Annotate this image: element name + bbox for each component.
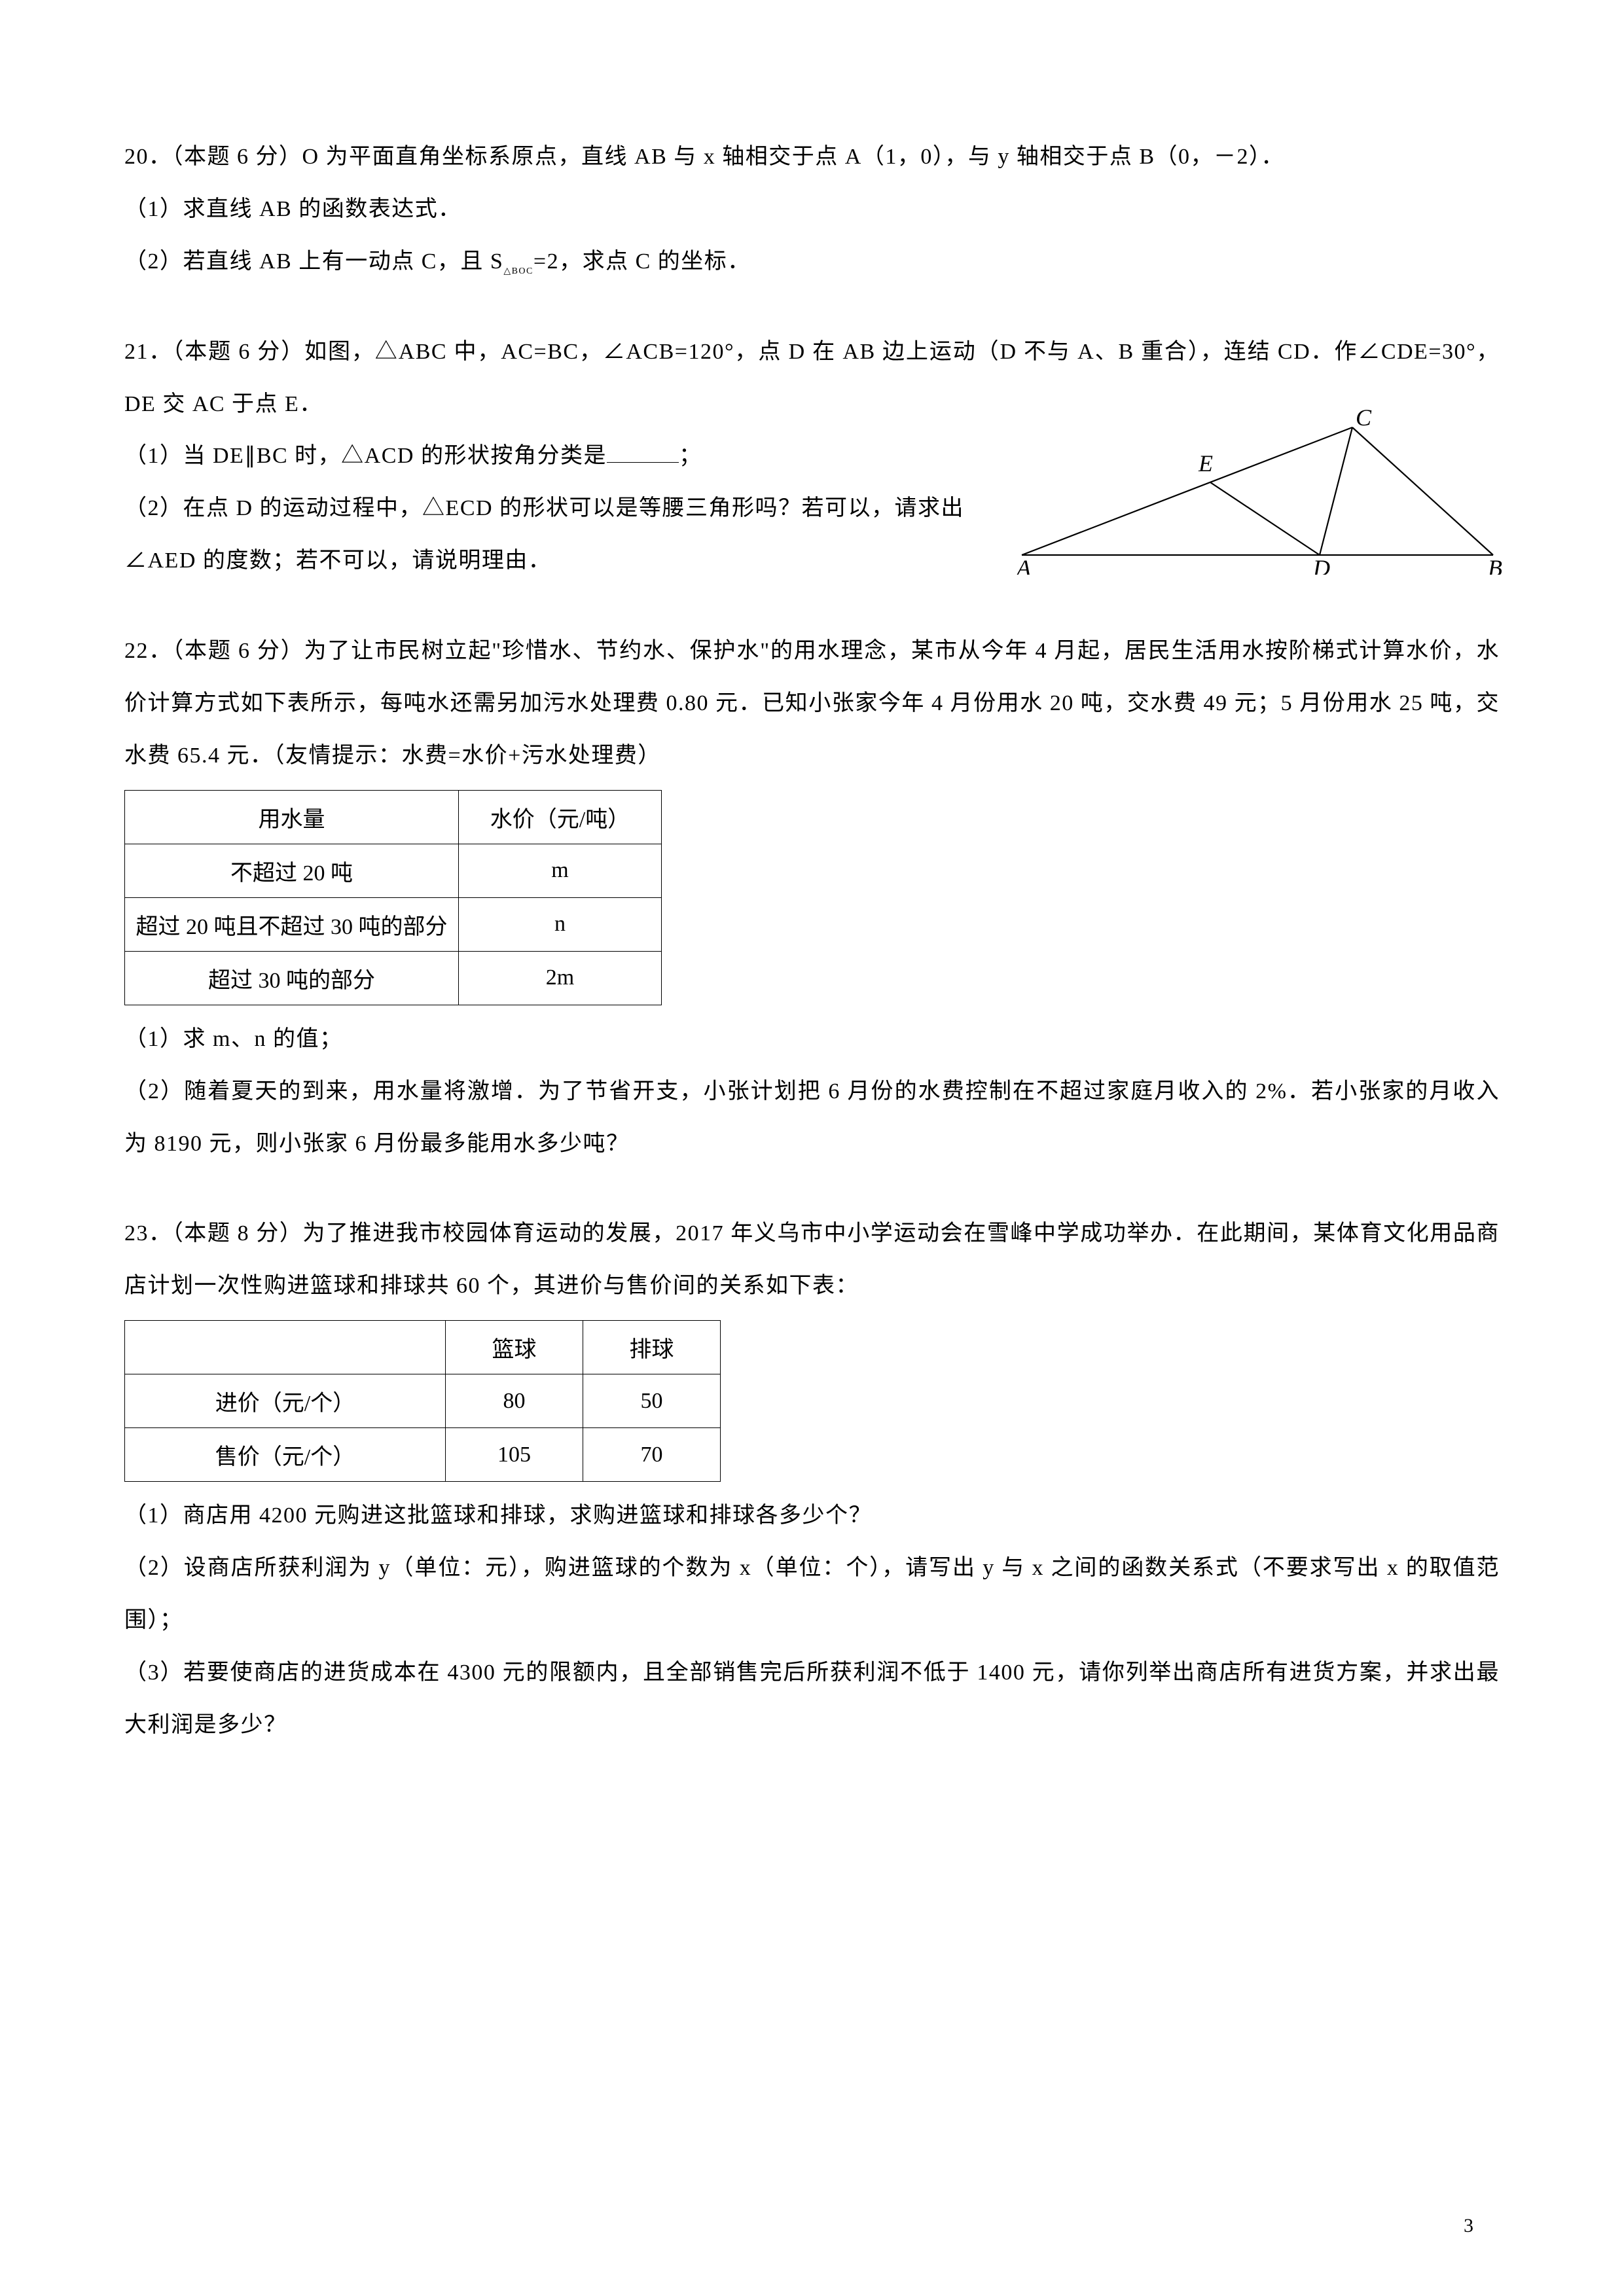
q23-r0-c0: 进价（元/个）	[125, 1374, 446, 1428]
q20-part2: （2）若直线 AB 上有一动点 C，且 S△BOC=2，求点 C 的坐标．	[124, 236, 1500, 288]
fill-blank	[607, 448, 679, 463]
label-A: A	[1015, 555, 1032, 575]
q22-table: 用水量 水价（元/吨） 不超过 20 吨 m 超过 20 吨且不超过 30 吨的…	[124, 790, 662, 1005]
q22-part2: （2）随着夏天的到来，用水量将激增．为了节省开支，小张计划把 6 月份的水费控制…	[124, 1066, 1500, 1170]
table-row: 篮球 排球	[125, 1321, 721, 1374]
q23-head: 23．（本题 8 分）为了推进我市校园体育运动的发展，2017 年义乌市中小学运…	[124, 1208, 1500, 1312]
q23-th-2: 排球	[583, 1321, 721, 1374]
label-E: E	[1198, 450, 1213, 476]
q21-p1-b: ；	[679, 444, 702, 468]
q23-r1-c2: 70	[583, 1428, 721, 1482]
q23-th-1: 篮球	[446, 1321, 583, 1374]
table-row: 不超过 20 吨 m	[125, 844, 662, 897]
q23-part3: （3）若要使商店的进货成本在 4300 元的限额内，且全部销售完后所获利润不低于…	[124, 1647, 1500, 1751]
q21-figure: A B C D E	[1009, 404, 1506, 578]
q22-r2-c0: 超过 30 吨的部分	[125, 951, 459, 1005]
q22-th-0: 用水量	[125, 790, 459, 844]
q23-r1-c1: 105	[446, 1428, 583, 1482]
q22-r1-c1: n	[459, 897, 662, 951]
q21-part2: （2）在点 D 的运动过程中，△ECD 的形状可以是等腰三角形吗？若可以，请求出…	[124, 482, 975, 587]
q22-th-1: 水价（元/吨）	[459, 790, 662, 844]
q23-r0-c2: 50	[583, 1374, 721, 1428]
q23-th-0	[125, 1321, 446, 1374]
label-C: C	[1356, 404, 1372, 431]
table-row: 用水量 水价（元/吨）	[125, 790, 662, 844]
q22-r1-c0: 超过 20 吨且不超过 30 吨的部分	[125, 897, 459, 951]
q20-head: 20．（本题 6 分）O 为平面直角坐标系原点，直线 AB 与 x 轴相交于点 …	[124, 131, 1500, 183]
q22-r0-c1: m	[459, 844, 662, 897]
question-20: 20．（本题 6 分）O 为平面直角坐标系原点，直线 AB 与 x 轴相交于点 …	[124, 131, 1500, 288]
table-row: 售价（元/个） 105 70	[125, 1428, 721, 1482]
q22-head: 22．（本题 6 分）为了让市民树立起"珍惜水、节约水、保护水"的用水理念，某市…	[124, 625, 1500, 782]
q23-table: 篮球 排球 进价（元/个） 80 50 售价（元/个） 105 70	[124, 1320, 721, 1482]
triangle-diagram-icon: A B C D E	[1009, 404, 1506, 575]
label-B: B	[1488, 555, 1502, 575]
q22-r2-c1: 2m	[459, 951, 662, 1005]
q20-part1: （1）求直线 AB 的函数表达式．	[124, 183, 1500, 236]
q22-part1: （1）求 m、n 的值；	[124, 1013, 1500, 1066]
q21-part1: （1）当 DE∥BC 时，△ACD 的形状按角分类是 ；	[124, 430, 975, 482]
q22-r0-c0: 不超过 20 吨	[125, 844, 459, 897]
q23-r0-c1: 80	[446, 1374, 583, 1428]
label-D: D	[1312, 555, 1330, 575]
q20-p2-b: =2，求点 C 的坐标．	[533, 249, 751, 274]
question-21: 21．（本题 6 分）如图，△ABC 中，AC=BC，∠ACB=120°，点 D…	[124, 326, 1500, 587]
q21-p1-a: （1）当 DE∥BC 时，△ACD 的形状按角分类是	[124, 444, 607, 468]
page-number: 3	[1464, 2215, 1473, 2237]
table-row: 超过 30 吨的部分 2m	[125, 951, 662, 1005]
table-row: 进价（元/个） 80 50	[125, 1374, 721, 1428]
q20-p2-a: （2）若直线 AB 上有一动点 C，且 S	[124, 249, 503, 274]
q23-r1-c0: 售价（元/个）	[125, 1428, 446, 1482]
q23-part2: （2）设商店所获利润为 y（单位：元），购进篮球的个数为 x（单位：个），请写出…	[124, 1542, 1500, 1647]
q23-part1: （1）商店用 4200 元购进这批篮球和排球，求购进篮球和排球各多少个？	[124, 1490, 1500, 1542]
question-23: 23．（本题 8 分）为了推进我市校园体育运动的发展，2017 年义乌市中小学运…	[124, 1208, 1500, 1751]
q20-p2-sub: △BOC	[503, 266, 533, 276]
table-row: 超过 20 吨且不超过 30 吨的部分 n	[125, 897, 662, 951]
q21-text-block: （1）当 DE∥BC 时，△ACD 的形状按角分类是 ； （2）在点 D 的运动过…	[124, 430, 975, 587]
question-22: 22．（本题 6 分）为了让市民树立起"珍惜水、节约水、保护水"的用水理念，某市…	[124, 625, 1500, 1170]
